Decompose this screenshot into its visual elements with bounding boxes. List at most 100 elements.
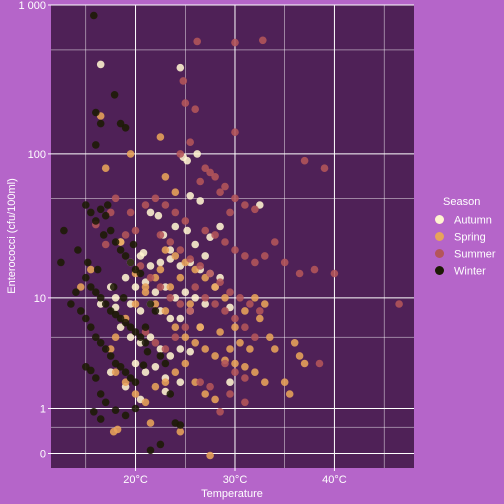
point-spring: [300, 359, 309, 368]
point-spring: [295, 352, 304, 360]
point-winter: [99, 231, 108, 239]
point-winter: [119, 294, 128, 302]
point-summer: [280, 258, 289, 267]
point-summer: [261, 252, 269, 260]
point-winter: [87, 208, 95, 217]
point-spring: [141, 283, 150, 291]
point-spring: [181, 359, 190, 368]
point-spring: [121, 378, 130, 387]
point-winter: [103, 201, 112, 209]
point-autumn: [255, 201, 264, 209]
point-spring: [141, 288, 150, 297]
point-summer: [121, 231, 130, 239]
grid-major: [51, 4, 414, 468]
point-summer: [216, 278, 224, 287]
point-summer: [151, 194, 160, 203]
point-autumn: [166, 352, 175, 360]
point-summer: [221, 307, 229, 315]
point-summer: [196, 177, 204, 186]
point-winter: [116, 119, 125, 128]
point-spring: [266, 333, 274, 342]
point-winter: [116, 246, 125, 254]
point-autumn: [146, 333, 155, 342]
point-autumn: [191, 240, 199, 249]
point-summer: [161, 345, 170, 353]
point-autumn: [151, 363, 160, 371]
point-summer: [251, 258, 259, 267]
point-autumn: [183, 226, 191, 235]
point-spring: [176, 427, 185, 436]
point-summer: [101, 240, 110, 249]
point-autumn: [196, 197, 204, 205]
point-spring: [171, 323, 180, 332]
point-spring: [231, 323, 239, 332]
point-winter: [121, 368, 130, 377]
point-winter: [92, 333, 100, 342]
point-spring: [201, 345, 209, 353]
point-summer: [166, 238, 175, 246]
point-spring: [151, 382, 160, 391]
point-winter: [96, 294, 105, 302]
point-autumn: [116, 323, 125, 332]
point-winter: [106, 226, 115, 235]
point-spring: [156, 265, 165, 274]
point-winter: [131, 404, 140, 413]
point-winter: [129, 240, 138, 249]
legend-label-autumn: Autumn: [454, 215, 492, 227]
point-autumn: [186, 347, 194, 356]
x-axis-title: Temperature: [201, 488, 263, 500]
point-summer: [226, 390, 234, 398]
point-summer: [231, 314, 239, 323]
legend-swatch-summer: [435, 249, 444, 258]
point-summer: [193, 37, 201, 46]
point-winter: [96, 119, 105, 128]
point-summer: [216, 408, 224, 416]
data-points: [57, 11, 403, 460]
point-summer: [241, 398, 249, 407]
point-winter: [110, 91, 119, 99]
point-summer: [221, 359, 229, 368]
point-winter: [166, 390, 175, 398]
point-winter: [87, 283, 95, 291]
point-summer: [171, 333, 180, 342]
point-summer: [300, 156, 309, 165]
point-summer: [241, 323, 249, 332]
point-spring: [171, 188, 180, 196]
point-winter: [139, 361, 148, 370]
point-summer: [181, 217, 190, 225]
point-winter: [87, 323, 95, 332]
point-summer: [221, 238, 229, 246]
point-spring: [146, 419, 155, 427]
point-spring: [113, 425, 122, 434]
point-summer: [171, 208, 180, 217]
point-autumn: [96, 60, 105, 69]
y-tick-label: 100: [28, 149, 46, 161]
legend-swatch-spring: [435, 232, 444, 241]
point-autumn: [171, 222, 180, 231]
point-autumn: [121, 273, 130, 282]
plot-panel: [51, 5, 414, 468]
point-spring: [181, 333, 190, 342]
point-winter: [143, 347, 152, 356]
point-autumn: [146, 208, 155, 217]
point-winter: [121, 124, 130, 132]
point-winter: [96, 415, 105, 423]
point-spring: [236, 339, 244, 347]
point-winter: [72, 288, 80, 297]
point-autumn: [176, 63, 185, 72]
point-autumn: [176, 378, 185, 387]
point-spring: [211, 352, 219, 360]
point-winter: [82, 314, 90, 323]
point-autumn: [216, 222, 224, 231]
point-spring: [241, 363, 249, 371]
point-spring: [166, 283, 175, 291]
point-winter: [131, 328, 140, 336]
point-summer: [191, 283, 199, 291]
point-spring: [186, 300, 194, 308]
point-summer: [126, 208, 135, 217]
y-tick-label: 1: [40, 404, 46, 416]
point-winter: [176, 421, 185, 429]
point-spring: [285, 390, 294, 398]
point-autumn: [156, 258, 165, 267]
